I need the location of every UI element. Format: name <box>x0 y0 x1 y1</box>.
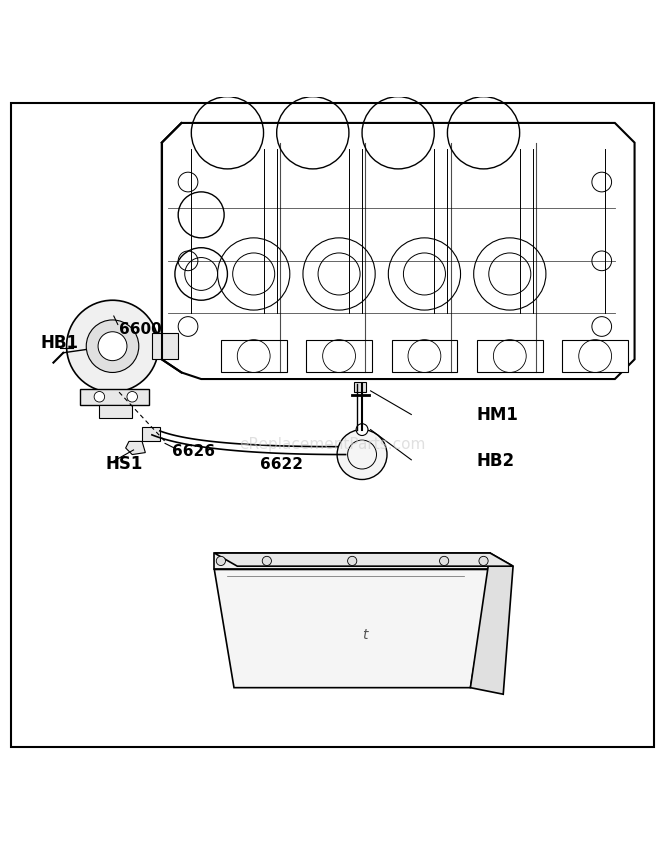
Bar <box>354 382 366 392</box>
Circle shape <box>592 317 612 337</box>
Circle shape <box>592 251 612 270</box>
Polygon shape <box>221 340 287 372</box>
Text: 6626: 6626 <box>172 444 215 459</box>
Polygon shape <box>126 441 146 455</box>
Circle shape <box>592 173 612 192</box>
Polygon shape <box>214 570 490 688</box>
Text: 6622: 6622 <box>260 457 303 472</box>
Circle shape <box>178 317 198 337</box>
Text: HB1: HB1 <box>41 334 78 352</box>
Text: t: t <box>362 628 368 642</box>
Circle shape <box>479 557 488 565</box>
Circle shape <box>127 392 138 402</box>
Polygon shape <box>214 553 490 570</box>
Circle shape <box>440 557 449 565</box>
Polygon shape <box>563 340 628 372</box>
Circle shape <box>178 251 198 270</box>
Circle shape <box>94 392 104 402</box>
Circle shape <box>98 332 127 360</box>
Polygon shape <box>99 405 132 418</box>
Polygon shape <box>470 553 513 694</box>
Text: HB2: HB2 <box>477 452 515 470</box>
Polygon shape <box>152 333 178 360</box>
Polygon shape <box>307 340 372 372</box>
Text: 6600: 6600 <box>119 322 162 337</box>
Circle shape <box>356 423 368 435</box>
Text: eReplacementParts.com: eReplacementParts.com <box>239 437 426 452</box>
Circle shape <box>216 557 225 565</box>
Circle shape <box>86 320 139 372</box>
Polygon shape <box>477 340 543 372</box>
Bar <box>142 427 160 441</box>
Polygon shape <box>80 389 149 405</box>
Circle shape <box>178 173 198 192</box>
Polygon shape <box>392 340 458 372</box>
Circle shape <box>262 557 271 565</box>
Circle shape <box>66 300 158 392</box>
Circle shape <box>337 429 387 479</box>
Text: HS1: HS1 <box>106 456 144 473</box>
Circle shape <box>348 557 357 565</box>
Polygon shape <box>214 553 513 566</box>
Text: HM1: HM1 <box>477 406 519 424</box>
